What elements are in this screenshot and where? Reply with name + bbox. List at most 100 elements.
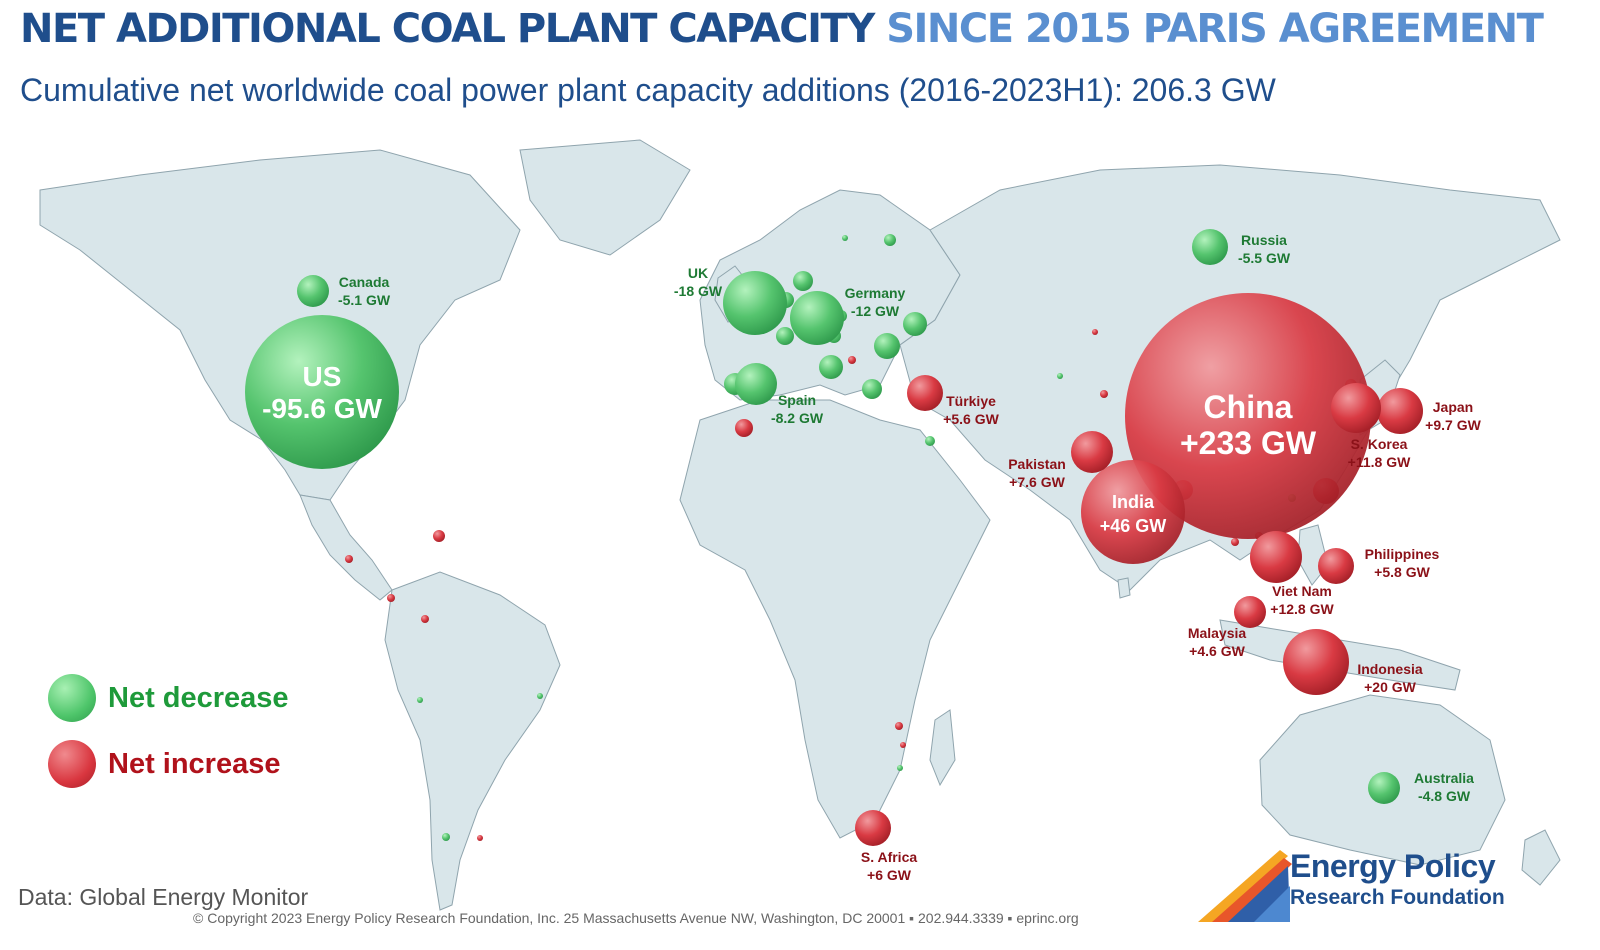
label-japan-name: Japan	[1433, 399, 1473, 415]
greenland-shape	[519, 139, 691, 256]
bubble-canada	[297, 275, 329, 307]
label-india-name: India	[1112, 492, 1155, 512]
label-uk-name: UK	[688, 265, 708, 281]
label-germany-value: -12 GW	[851, 303, 900, 319]
map-title: NET ADDITIONAL COAL PLANT CAPACITY SINCE…	[20, 6, 1544, 52]
label-canada-name: Canada	[339, 274, 390, 290]
minor-bubble-red	[1231, 538, 1239, 546]
bubble-australia	[1368, 772, 1400, 804]
minor-bubble-green	[819, 355, 843, 379]
bubble-s-africa	[855, 810, 891, 846]
country-labels: US -95.6 GW Canada -5.1 GW UK -18 GW Ger…	[262, 232, 1482, 883]
label-spain-value: -8.2 GW	[771, 410, 824, 426]
minor-bubble-green	[897, 765, 903, 771]
bubble-japan	[1377, 388, 1423, 434]
label-india-value: +46 GW	[1100, 516, 1167, 536]
label-us-value: -95.6 GW	[262, 393, 382, 424]
minor-bubble-red	[387, 594, 395, 602]
label-turkiye-name: Türkiye	[946, 393, 996, 409]
bubble-viet-nam	[1250, 531, 1302, 583]
title-part-1: NET ADDITIONAL COAL PLANT CAPACITY	[20, 6, 875, 52]
label-russia-name: Russia	[1241, 232, 1287, 248]
bubble-china	[1125, 293, 1371, 539]
minor-bubble-green	[776, 327, 794, 345]
minor-bubble-green	[903, 312, 927, 336]
label-indonesia-name: Indonesia	[1357, 661, 1423, 677]
label-s-africa-name: S. Africa	[861, 849, 917, 865]
label-china-value: +233 GW	[1180, 425, 1317, 461]
south-america-shape	[384, 571, 561, 911]
title-part-2: SINCE 2015 PARIS AGREEMENT	[886, 6, 1544, 52]
minor-bubble-red	[433, 530, 445, 542]
copyright-notice: © Copyright 2023 Energy Policy Research …	[193, 910, 1079, 926]
minor-bubble-red	[477, 835, 483, 841]
minor-bubble-green	[884, 234, 896, 246]
north-america-shape	[39, 149, 521, 501]
label-china-name: China	[1204, 389, 1293, 425]
bubble-malaysia	[1234, 596, 1266, 628]
bubble-indonesia	[1283, 629, 1349, 695]
minor-bubble-red	[1092, 329, 1098, 335]
map-subtitle: Cumulative net worldwide coal power plan…	[20, 72, 1276, 108]
label-australia-value: -4.8 GW	[1418, 788, 1471, 804]
bubble-philippines	[1318, 548, 1354, 584]
label-malaysia-name: Malaysia	[1188, 625, 1247, 641]
label-japan-value: +9.7 GW	[1425, 417, 1481, 433]
bubble-russia	[1192, 229, 1228, 265]
central-america-shape	[299, 494, 393, 601]
minor-bubble-green	[862, 379, 882, 399]
bubble-turkiye	[907, 375, 943, 411]
bubble-pakistan	[1071, 431, 1113, 473]
minor-bubble-green	[874, 333, 900, 359]
label-viet-nam-name: Viet Nam	[1272, 583, 1332, 599]
label-malaysia-value: +4.6 GW	[1189, 643, 1245, 659]
legend-decrease-label: Net decrease	[108, 681, 289, 714]
label-germany-name: Germany	[845, 285, 906, 301]
legend: Net decrease Net increase	[48, 665, 289, 797]
minor-bubble-green	[442, 833, 450, 841]
label-turkiye-value: +5.6 GW	[943, 411, 999, 427]
bubble-india	[1081, 460, 1185, 564]
minor-bubble-green	[793, 271, 813, 291]
minor-bubble-red	[848, 356, 856, 364]
logo-line-2: Research Foundation	[1290, 886, 1505, 909]
minor-bubble-green	[537, 693, 543, 699]
label-philippines-value: +5.8 GW	[1374, 564, 1430, 580]
label-australia-name: Australia	[1414, 770, 1474, 786]
minor-bubble-red	[895, 722, 903, 730]
minor-bubble-green	[925, 436, 935, 446]
label-s-korea-value: +11.8 GW	[1348, 454, 1411, 470]
minor-bubble-red	[421, 615, 429, 623]
legend-item-decrease: Net decrease	[48, 665, 289, 731]
bubble-uk	[723, 271, 787, 335]
red-circle-icon	[48, 740, 96, 788]
minor-bubble-red	[1100, 390, 1108, 398]
label-indonesia-value: +20 GW	[1364, 679, 1417, 695]
minor-bubble-red	[345, 555, 353, 563]
label-philippines-name: Philippines	[1365, 546, 1440, 562]
minor-bubble-red	[900, 742, 906, 748]
data-source: Data: Global Energy Monitor	[18, 884, 309, 910]
logo-line-1: Energy Policy	[1290, 848, 1496, 884]
label-viet-nam-value: +12.8 GW	[1270, 601, 1334, 617]
eprf-logo-icon	[1198, 850, 1292, 922]
label-canada-value: -5.1 GW	[338, 292, 391, 308]
bubble-spain	[735, 363, 777, 405]
sri-lanka-shape	[1117, 577, 1131, 599]
country-bubbles	[245, 229, 1423, 846]
label-s-korea-name: S. Korea	[1351, 436, 1408, 452]
label-us-name: US	[303, 361, 342, 392]
minor-bubble-red	[735, 419, 753, 437]
bubble-s-korea	[1331, 383, 1381, 433]
label-pakistan-value: +7.6 GW	[1009, 474, 1065, 490]
label-s-africa-value: +6 GW	[867, 867, 912, 883]
new-zealand-shape	[1521, 829, 1561, 886]
label-russia-value: -5.5 GW	[1238, 250, 1291, 266]
minor-bubble-green	[417, 697, 423, 703]
minor-bubble-green	[842, 235, 848, 241]
green-circle-icon	[48, 674, 96, 722]
label-pakistan-name: Pakistan	[1008, 456, 1066, 472]
bubble-us	[245, 315, 399, 469]
madagascar-shape	[929, 709, 956, 787]
